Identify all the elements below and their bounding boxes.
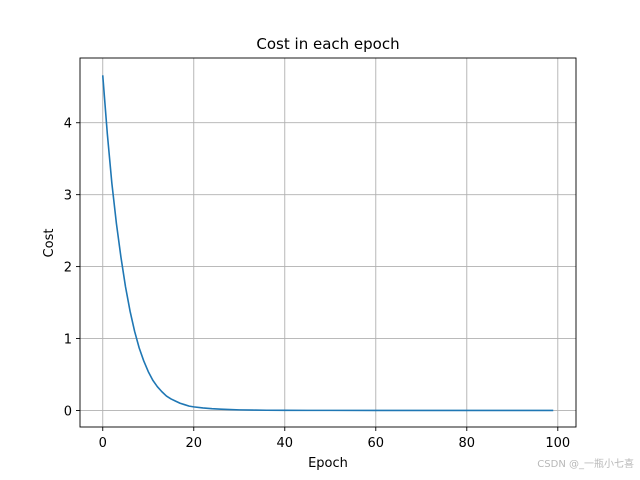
cost-series-line [101, 75, 554, 412]
x-tick-label: 100 [545, 436, 570, 451]
chart-title: Cost in each epoch [256, 35, 399, 53]
x-tick-label: 0 [99, 436, 107, 451]
y-axis-label: Cost [42, 229, 57, 258]
y-tick-label: 4 [64, 117, 72, 132]
x-tick-label: 20 [185, 436, 202, 451]
y-tick-label: 1 [64, 333, 72, 348]
y-tick-label: 2 [64, 261, 72, 276]
y-tick-label: 0 [64, 404, 72, 419]
x-tick-label: 60 [368, 436, 385, 451]
grid [80, 58, 576, 427]
axes-frame [79, 57, 577, 428]
x-tick-label: 80 [459, 436, 476, 451]
y-tick-label: 3 [64, 189, 72, 204]
x-tick-label: 40 [276, 436, 293, 451]
x-axis-label: Epoch [308, 456, 348, 471]
ticks: 0 20 40 60 80 100 0 1 2 3 4 [64, 117, 570, 451]
plot-area [101, 75, 554, 412]
watermark: CSDN @_一瓶小七喜 [537, 459, 634, 470]
